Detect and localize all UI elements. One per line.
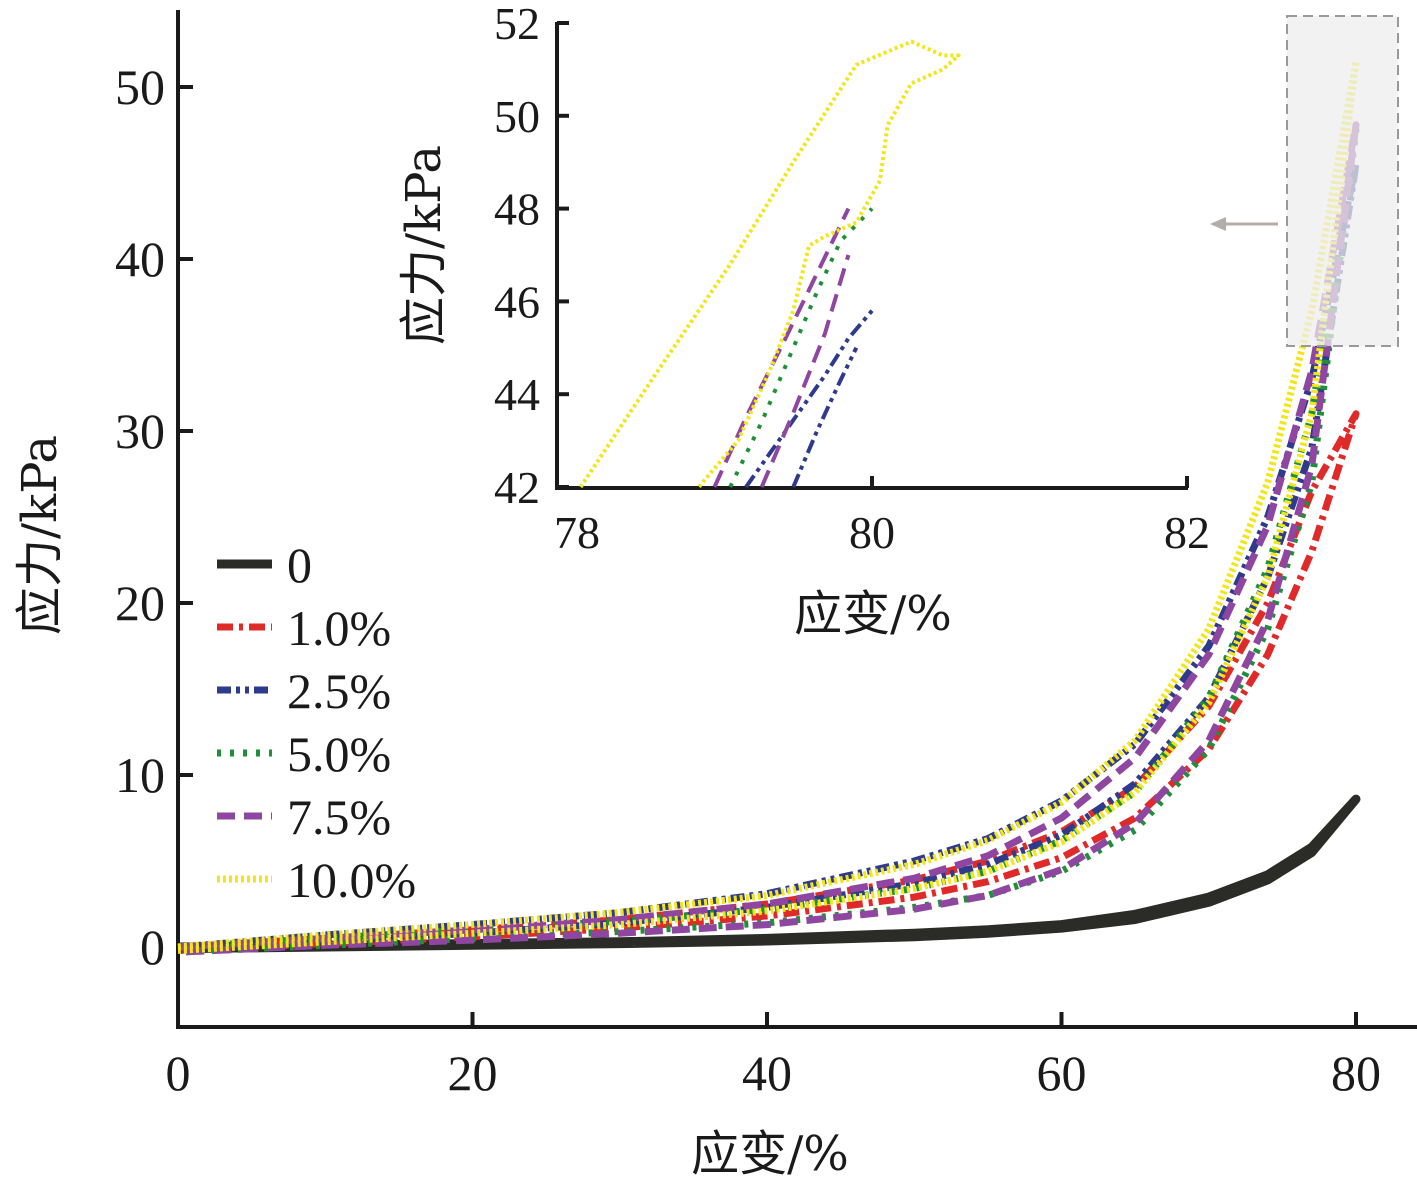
main-y-axis-title: 应力/kPa	[12, 435, 68, 635]
legend-label-0: 0	[287, 537, 312, 593]
inset-series-line-2-5-0	[744, 309, 874, 489]
main-x-tick-label-20: 20	[448, 1045, 498, 1101]
inset-y-tick-label-48: 48	[494, 184, 540, 235]
main-plot: 0 20 40 60 80 0 10 20 30 40 50 应变/% 应力/kPa	[12, 10, 1417, 1181]
legend-label-7-5: 7.5%	[287, 789, 391, 845]
inset-series-line-2-5-1	[791, 346, 859, 488]
legend-label-5-0: 5.0%	[287, 726, 391, 782]
zoom-indicator	[1210, 15, 1399, 347]
legend-label-2-5: 2.5%	[287, 663, 391, 719]
legend-label-1-0: 1.0%	[287, 600, 391, 656]
main-y-tick-label-50: 50	[115, 59, 165, 115]
main-y-tick-label-20: 20	[115, 575, 165, 631]
main-x-tick-label-0: 0	[166, 1045, 191, 1101]
main-x-tick-label-60: 60	[1037, 1045, 1087, 1101]
main-y-tick-label-30: 30	[115, 403, 165, 459]
inset-y-tick-label-42: 42	[494, 462, 540, 513]
series-line-1-0	[177, 410, 1360, 954]
main-x-tick-label-80: 80	[1331, 1045, 1381, 1101]
inset-y-tick-label-50: 50	[494, 91, 540, 142]
inset-series-line-7-5-3	[712, 207, 851, 488]
inset-x-tick-label-78: 78	[554, 507, 600, 558]
inset-y-tick-label-46: 46	[494, 276, 540, 327]
legend: 0 1.0% 2.5% 5.0% 7.5% 10.0%	[217, 537, 416, 908]
zoom-arrow-head	[1210, 217, 1226, 231]
main-y-tick-label-40: 40	[115, 231, 165, 287]
inset-y-axis-title: 应力/kPa	[396, 145, 452, 345]
inset-plot: 78 80 82 42 44 46 48 50 52 应变/% 应力/kPa	[396, 0, 1210, 642]
inset-ticks: 78 80 82 42 44 46 48 50 52	[494, 0, 1210, 558]
inset-x-axis-title: 应变/%	[794, 586, 952, 642]
inset-y-tick-label-44: 44	[494, 369, 540, 420]
zoom-region-box	[1286, 15, 1399, 347]
inset-series	[578, 39, 961, 489]
main-y-tick-label-0: 0	[140, 919, 165, 975]
main-x-axis-title: 应变/%	[691, 1126, 849, 1181]
inset-x-tick-label-80: 80	[849, 507, 895, 558]
main-x-tick-label-40: 40	[742, 1045, 792, 1101]
inset-series-line-5-0-2	[728, 207, 874, 488]
inset-x-tick-label-82: 82	[1164, 507, 1210, 558]
inset-y-tick-label-52: 52	[494, 0, 540, 49]
main-y-tick-label-10: 10	[115, 747, 165, 803]
inset-series-line-10-0-5	[578, 39, 961, 489]
series-line-0	[177, 794, 1361, 954]
legend-label-10-0: 10.0%	[287, 852, 416, 908]
inset-series-line-7-5-4	[759, 254, 851, 488]
series-line-10-0	[177, 57, 1360, 954]
